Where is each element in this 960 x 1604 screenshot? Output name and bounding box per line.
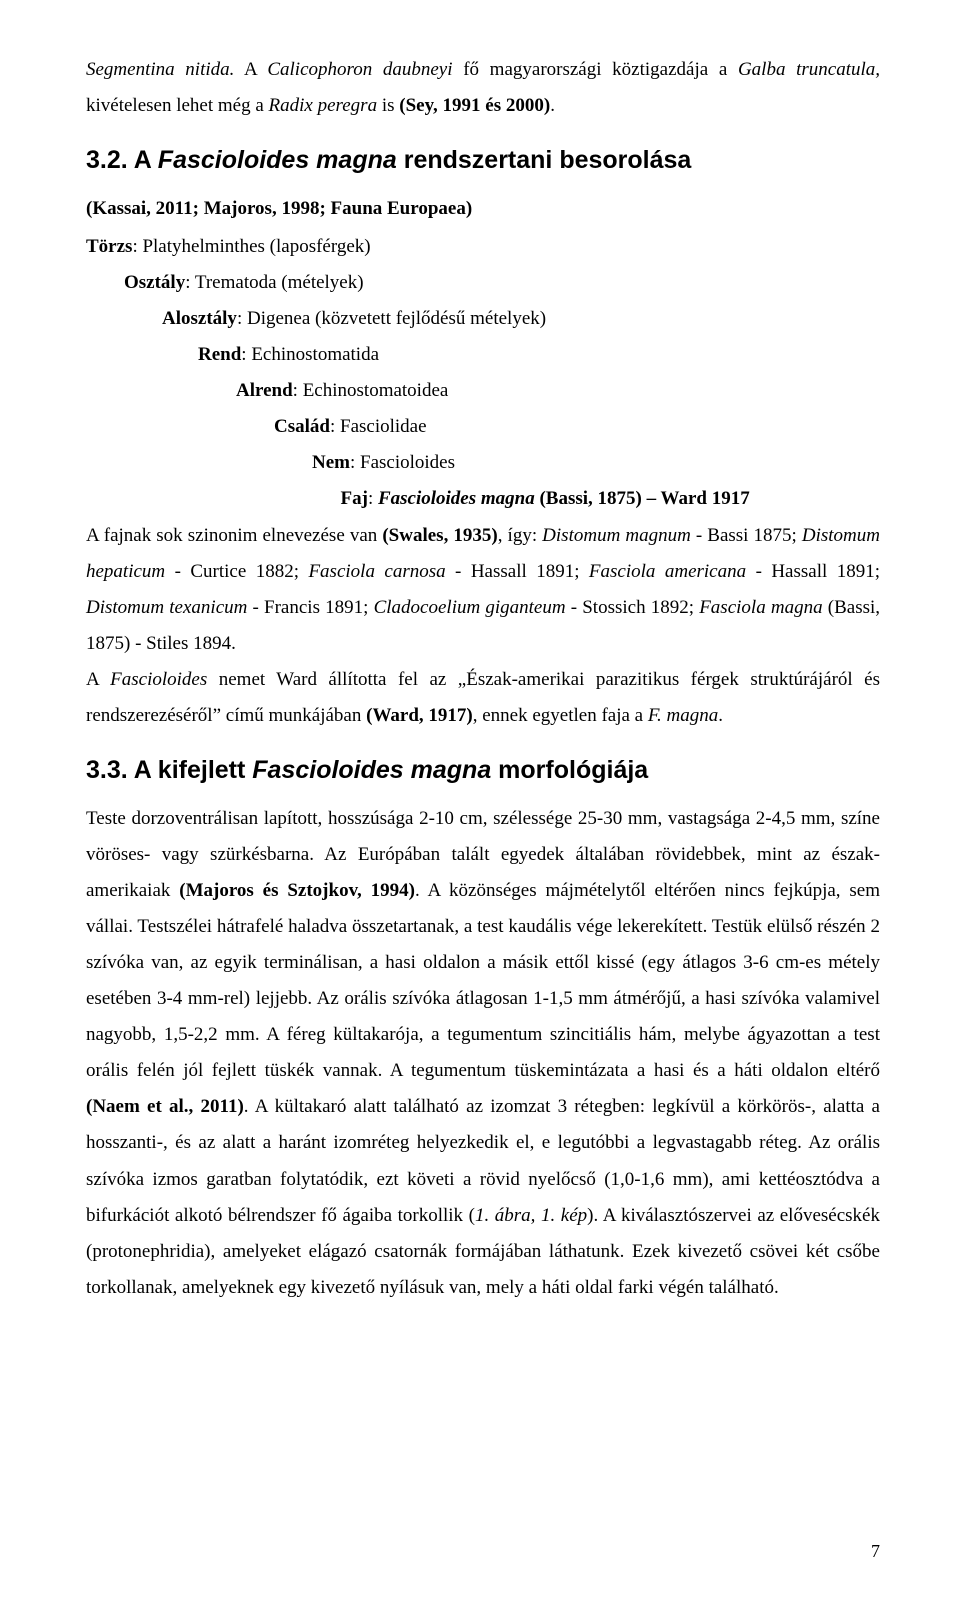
- citation-sey: (Sey, 1991 és 2000): [399, 95, 550, 116]
- intro-paragraph: Segmentina nitida. A Calicophoron daubne…: [86, 52, 880, 124]
- section-3-2-ward: A Fascioloides nemet Ward állította fel …: [86, 662, 880, 734]
- taxonomy-faj: Faj: Fascioloides magna (Bassi, 1875) – …: [86, 481, 880, 517]
- taxonomy-nem: Nem: Fascioloides: [86, 445, 880, 481]
- taxonomy-torzs: Törzs: Platyhelminthes (laposférgek): [86, 229, 880, 265]
- species-segmentina: Segmentina nitida.: [86, 59, 234, 80]
- page-number: 7: [871, 1534, 880, 1568]
- citation-swales: (Swales, 1935): [382, 525, 497, 546]
- taxonomy-csalad: Család: Fasciolidae: [86, 409, 880, 445]
- section-3-3-heading: 3.3. A kifejlett Fascioloides magna morf…: [86, 754, 880, 787]
- section-3-2-heading: 3.2. A Fascioloides magna rendszertani b…: [86, 144, 880, 177]
- citation-majoros: (Majoros és Sztojkov, 1994): [179, 880, 415, 901]
- section-3-3-body: Teste dorzoventrálisan lapított, hosszús…: [86, 801, 880, 1306]
- species-calicophoron: Calicophoron daubneyi: [267, 59, 452, 80]
- citation-naem: (Naem et al., 2011): [86, 1096, 244, 1117]
- species-galba: Galba truncatula,: [738, 59, 880, 80]
- taxonomy-alosztaly: Alosztály: Digenea (közvetett fejlődésű …: [86, 301, 880, 337]
- section-3-2-reference: (Kassai, 2011; Majoros, 1998; Fauna Euro…: [86, 191, 880, 227]
- taxonomy-osztaly: Osztály: Trematoda (mételyek): [86, 265, 880, 301]
- species-radix: Radix peregra: [269, 95, 378, 116]
- taxonomy-rend: Rend: Echinostomatida: [86, 337, 880, 373]
- citation-ward: (Ward, 1917): [366, 705, 473, 726]
- figure-reference: 1. ábra, 1. kép: [475, 1205, 587, 1226]
- section-3-2-synonyms: A fajnak sok szinonim elnevezése van (Sw…: [86, 518, 880, 662]
- taxonomy-alrend: Alrend: Echinostomatoidea: [86, 373, 880, 409]
